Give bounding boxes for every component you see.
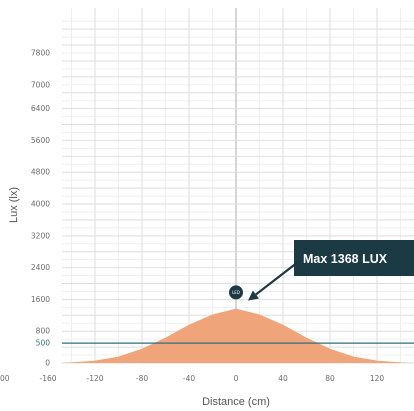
y-tick-label: 2400 xyxy=(31,263,50,272)
lux-distribution-area xyxy=(59,308,413,363)
y-tick-label: 800 xyxy=(36,327,51,336)
x-tick-label: -200 xyxy=(0,374,10,383)
y-tick-label: 6400 xyxy=(31,104,50,113)
y-tick-labels: 0 500 800 1600 2400 3200 4000 4800 5600 6400 7000 7… xyxy=(31,49,50,368)
annotation-arrow-head xyxy=(248,290,259,301)
y-tick-label: 7000 xyxy=(31,80,50,89)
callout-text: Max 1368 LUX xyxy=(303,252,388,266)
y-tick-label: 5600 xyxy=(31,136,50,145)
x-tick-label: 40 xyxy=(278,374,288,383)
max-lux-callout: Max 1368 LUX xyxy=(294,240,414,276)
x-tick-label: -80 xyxy=(136,374,148,383)
led-label: LED xyxy=(232,290,240,295)
y-tick-label: 500 xyxy=(36,339,51,348)
y-tick-label: 3200 xyxy=(31,231,50,240)
x-tick-label: -40 xyxy=(183,374,195,383)
y-tick-label: 4800 xyxy=(31,168,50,177)
x-tick-labels: -200-160-120-80-4004080120160200 xyxy=(0,374,385,383)
y-tick-label: 1600 xyxy=(31,295,50,304)
x-axis-label: Distance (cm) xyxy=(202,396,270,408)
led-icon xyxy=(229,285,243,300)
y-tick-label: 0 xyxy=(45,359,50,368)
x-tick-label: -160 xyxy=(39,374,56,383)
annotation-arrow xyxy=(255,261,299,296)
x-tick-label: 80 xyxy=(325,374,335,383)
y-tick-label: 4000 xyxy=(31,200,50,209)
y-axis-label: Lux (lx) xyxy=(8,187,20,223)
x-tick-label: -120 xyxy=(86,374,103,383)
callout-box xyxy=(294,240,414,276)
led-marker: LED xyxy=(229,285,243,300)
x-tick-label: 0 xyxy=(234,374,239,383)
y-tick-label: 7800 xyxy=(31,49,50,58)
x-tick-label: 120 xyxy=(370,374,385,383)
